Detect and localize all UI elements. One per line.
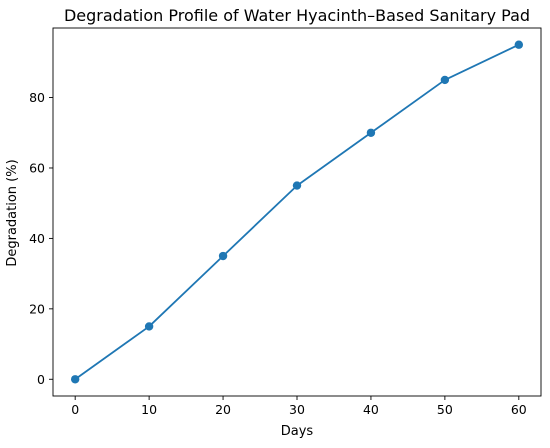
plot-frame — [52, 27, 542, 397]
x-tick-label: 40 — [363, 402, 379, 417]
x-tick-label: 60 — [511, 402, 527, 417]
data-point — [292, 181, 302, 190]
x-tick-label: 0 — [71, 402, 79, 417]
chart-title: Degradation Profile of Water Hyacinth–Ba… — [64, 6, 530, 25]
y-tick-label: 20 — [29, 301, 45, 316]
x-tick-label: 30 — [289, 402, 305, 417]
data-point — [144, 322, 154, 331]
series-line — [74, 43, 520, 381]
data-point — [218, 251, 228, 261]
x-tick-label: 10 — [141, 402, 157, 417]
x-tick-label: 50 — [437, 402, 453, 417]
y-axis-label: Degradation (%) — [5, 159, 20, 266]
x-axis-label: Days — [281, 424, 314, 439]
data-point — [366, 128, 376, 137]
data-point — [440, 75, 450, 85]
y-tick-label: 60 — [29, 160, 45, 175]
y-tick-label: 0 — [37, 372, 45, 387]
y-tick-label: 40 — [29, 231, 45, 246]
y-tick-label: 80 — [29, 90, 45, 105]
data-point — [514, 40, 524, 49]
data-point — [70, 375, 80, 384]
plot-area: 0 10 20 30 40 50 60 0 20 40 60 80 — [29, 27, 542, 417]
x-tick-label: 20 — [215, 402, 231, 417]
